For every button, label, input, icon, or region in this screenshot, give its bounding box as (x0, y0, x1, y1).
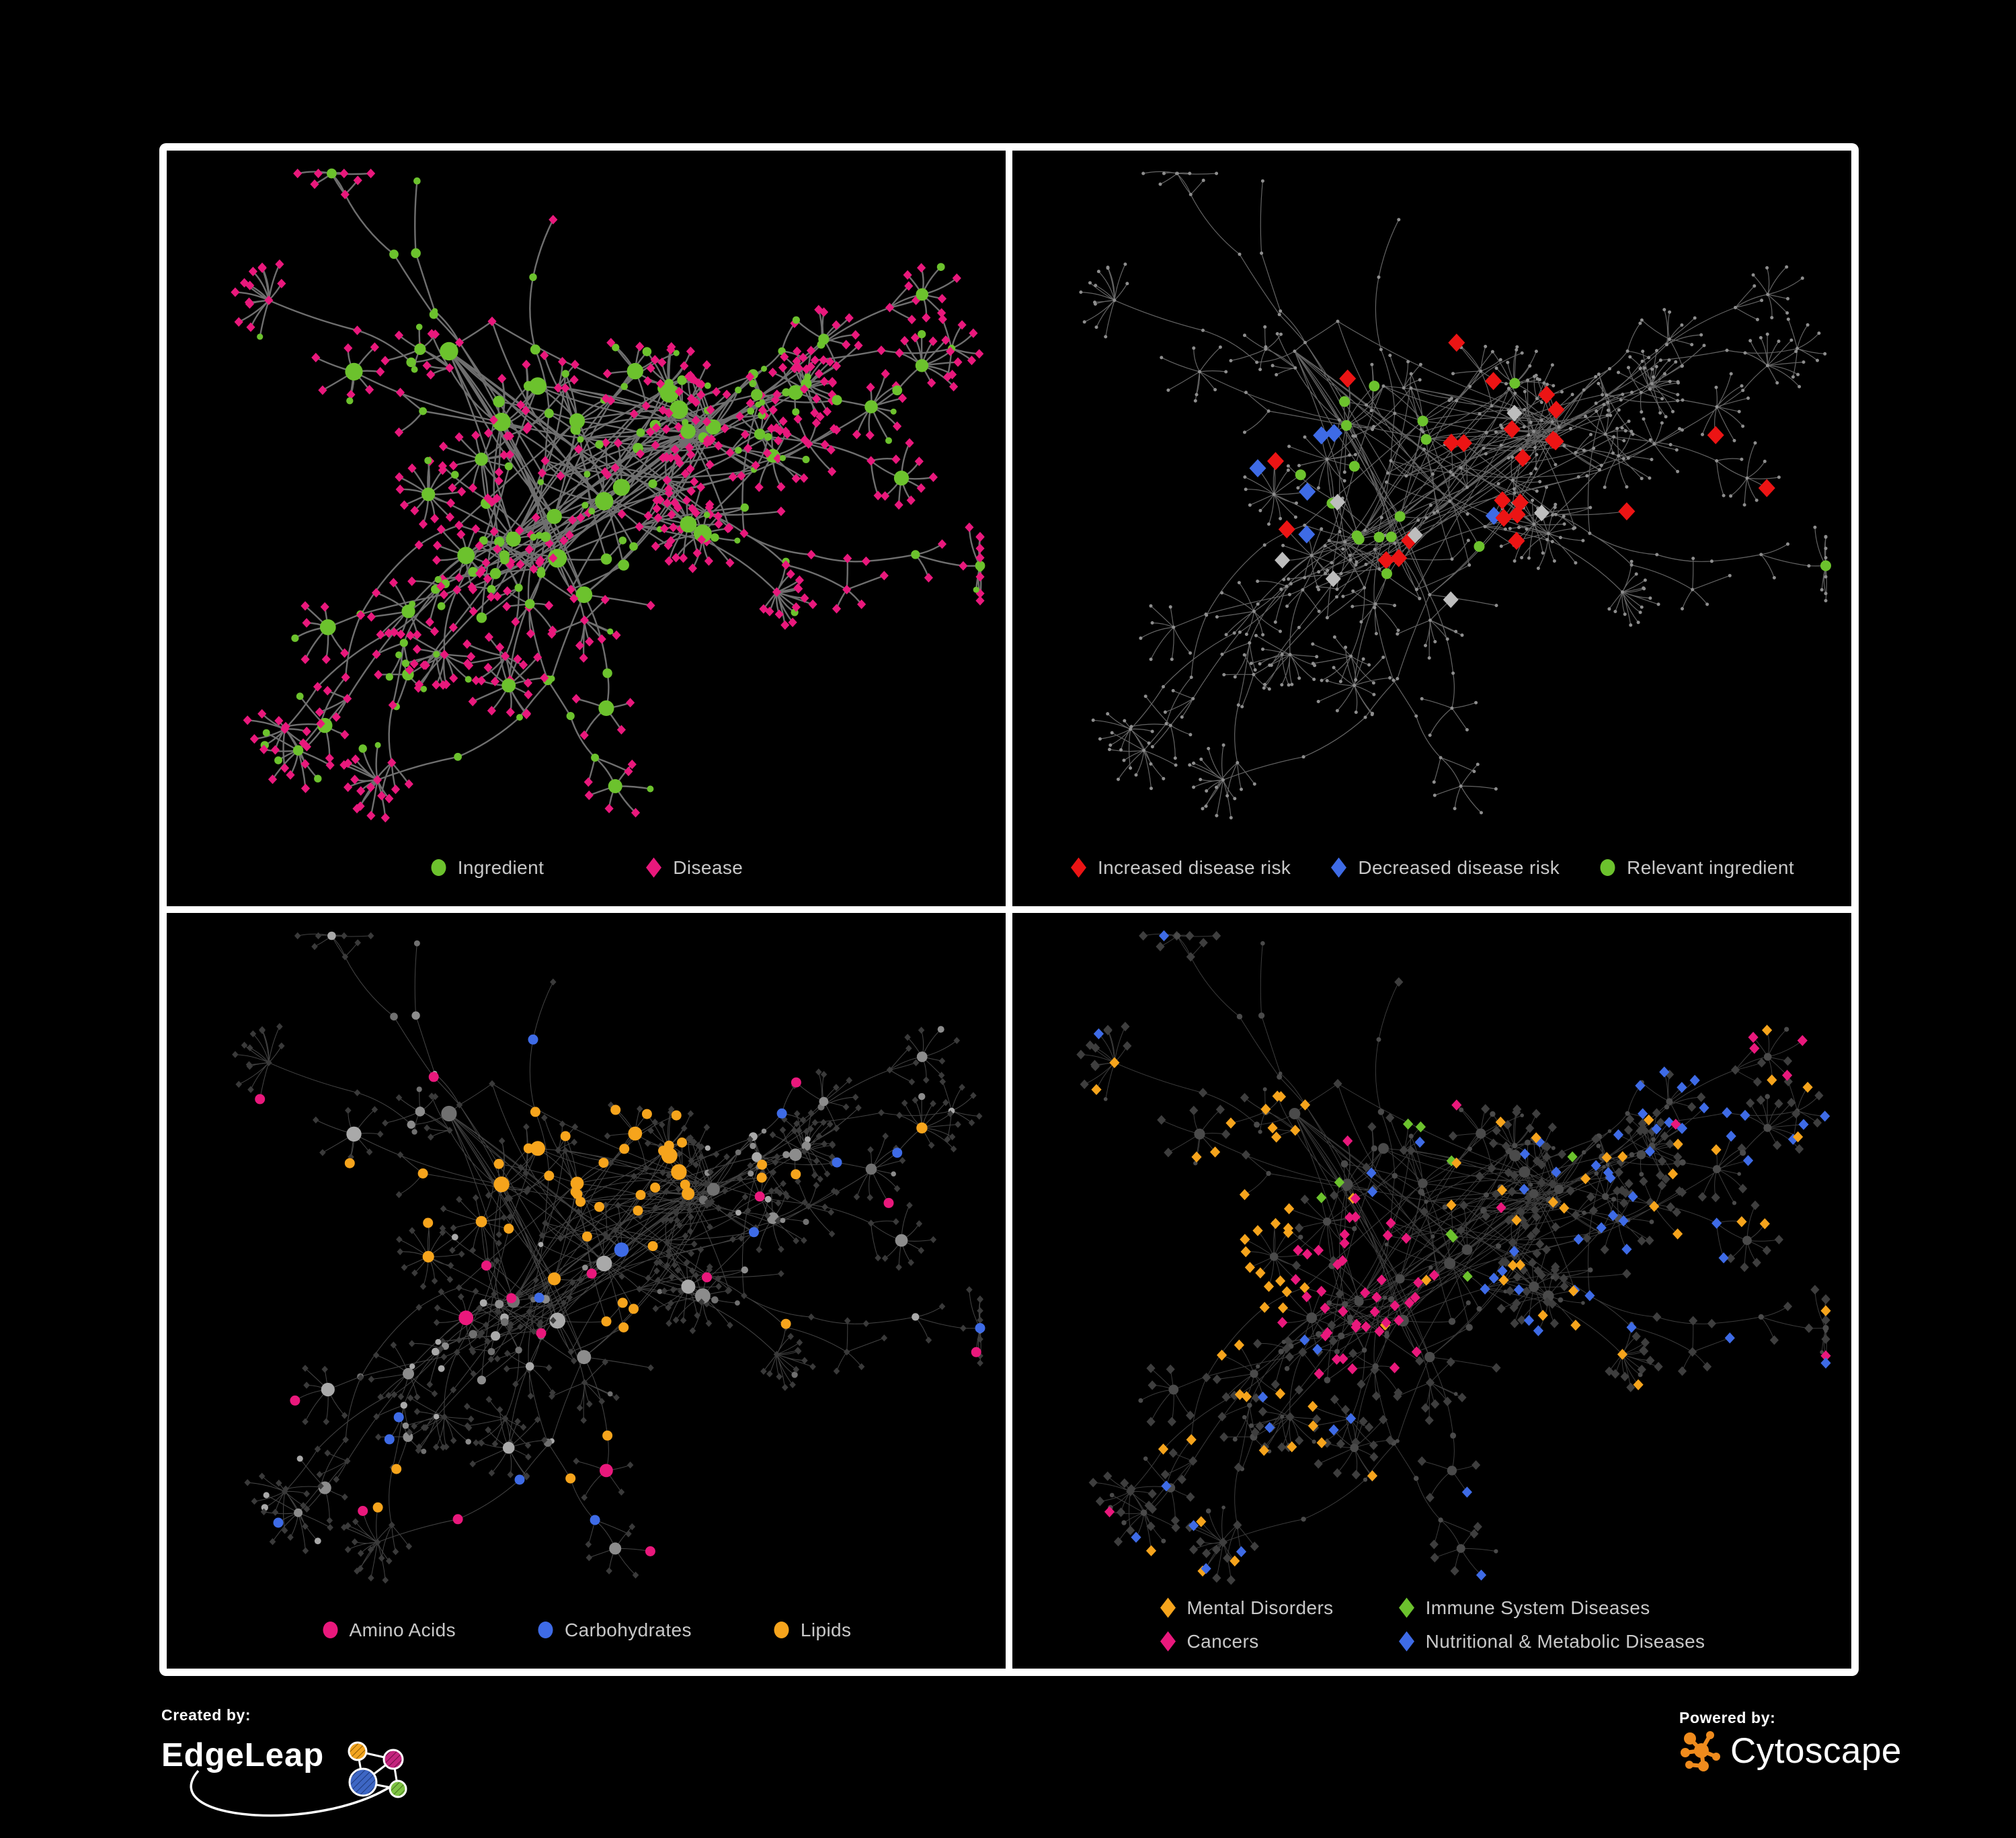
legend-label: Disease (673, 856, 743, 878)
edges-layer (1080, 171, 1827, 818)
nodes-layer (1076, 930, 1830, 1585)
cytoscape-wordmark: Cytoscape (1730, 1730, 1902, 1771)
figure-grid: Ingredient Disease Increased disease risk… (159, 143, 1859, 1676)
legend-ingredient-classes: Amino Acids Carbohydrates Lipids (167, 1619, 1006, 1641)
mental-disorders-diamond-icon (1160, 1597, 1176, 1618)
legend-ingredient-disease: Ingredient Disease (167, 856, 1006, 879)
legend-item-cancers: Cancers (1159, 1630, 1334, 1652)
legend-label: Mental Disorders (1186, 1597, 1334, 1618)
created-by-block: Created by: EdgeLeap (161, 1706, 477, 1819)
ingredient-circle-icon (431, 859, 446, 876)
powered-by-label: Powered by: (1679, 1709, 1776, 1726)
legend-item-amino-acids: Amino Acids (321, 1619, 456, 1641)
legend-label: Lipids (800, 1619, 852, 1640)
network-graph-disease-classes (1076, 930, 1831, 1585)
edgeleap-brand-row: EdgeLeap (161, 1730, 477, 1817)
highlighted-nodes-layer (255, 1034, 985, 1556)
legend-disease-classes: Mental Disorders Immune System Diseases Ca… (1012, 1597, 1851, 1652)
legend-item-carbohydrates: Carbohydrates (536, 1619, 692, 1641)
legend-item-mental-disorders: Mental Disorders (1159, 1597, 1334, 1619)
legend-label: Carbohydrates (565, 1619, 692, 1640)
edges-layer (1080, 933, 1827, 1581)
carbohydrates-circle-icon (538, 1622, 553, 1638)
lipids-circle-icon (774, 1622, 789, 1638)
network-graph-disease-risk (1079, 171, 1831, 820)
disease-diamond-icon (646, 857, 662, 878)
legend-item-disease: Disease (645, 856, 743, 879)
powered-by-block: Powered by: Cytoscape (1679, 1709, 1902, 1773)
legend-item-lipids: Lipids (772, 1619, 852, 1641)
legend-label: Decreased disease risk (1358, 856, 1560, 878)
legend-item-ingredient: Ingredient (430, 856, 545, 879)
legend-label: Immune System Diseases (1425, 1597, 1650, 1618)
cytoscape-brand-row: Cytoscape (1679, 1728, 1902, 1773)
nutritional-metabolic-diseases-diamond-icon (1398, 1631, 1414, 1652)
legend-item-immune-system-diseases: Immune System Diseases (1398, 1597, 1705, 1619)
network-graph-ingredient-classes (232, 931, 985, 1584)
legend-label: Amino Acids (349, 1619, 456, 1640)
highlighted-nodes-layer (1091, 930, 1831, 1581)
legend-item-increased-disease-risk: Increased disease risk (1070, 856, 1291, 879)
legend-item-relevant-ingredient: Relevant ingredient (1599, 856, 1794, 879)
edgeleap-logo-icon (190, 1741, 407, 1817)
nodes-layer (1079, 171, 1828, 820)
panel-disease-classes: Mental Disorders Immune System Diseases Ca… (1012, 913, 1851, 1669)
amino-acids-circle-icon (323, 1622, 338, 1638)
legend-label: Cancers (1186, 1630, 1259, 1652)
legend-label: Relevant ingredient (1627, 856, 1795, 878)
highlighted-nodes-layer (1249, 333, 1831, 608)
legend-label: Increased disease risk (1097, 856, 1291, 878)
relevant-ingredient-circle-icon (1600, 859, 1615, 876)
network-graph-ingredient-disease (231, 168, 985, 823)
panel-ingredient-disease: Ingredient Disease (167, 151, 1006, 906)
nodes-layer (231, 168, 985, 823)
legend-disease-risk: Increased disease risk Decreased disease … (1012, 856, 1851, 879)
cytoscape-logo-icon (1681, 1731, 1720, 1771)
legend-item-decreased-disease-risk: Decreased disease risk (1330, 856, 1560, 879)
legend-label: Nutritional & Metabolic Diseases (1425, 1630, 1705, 1652)
legend-item-nutritional-metabolic-diseases: Nutritional & Metabolic Diseases (1398, 1630, 1705, 1652)
edgeleap-wordmark: EdgeLeap (161, 1737, 325, 1773)
nodes-layer (232, 931, 983, 1584)
increased-disease-risk-diamond-icon (1070, 857, 1086, 878)
created-by-label: Created by: (161, 1706, 251, 1724)
panel-ingredient-classes: Amino Acids Carbohydrates Lipids (167, 913, 1006, 1669)
decreased-disease-risk-diamond-icon (1331, 857, 1347, 878)
cancers-diamond-icon (1160, 1631, 1176, 1652)
immune-system-diseases-diamond-icon (1398, 1597, 1414, 1618)
legend-label: Ingredient (457, 856, 545, 878)
panel-disease-risk: Increased disease risk Decreased disease … (1012, 151, 1851, 906)
